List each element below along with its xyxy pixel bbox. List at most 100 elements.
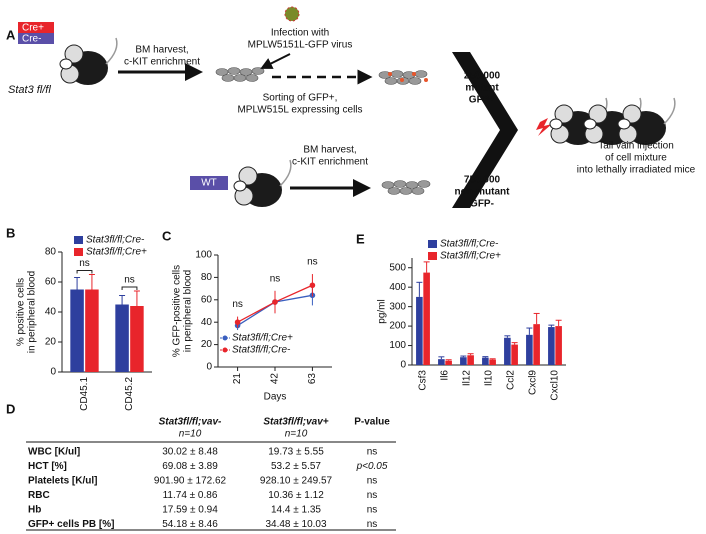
point [309, 282, 316, 289]
merge-chevron [452, 52, 518, 208]
bar [511, 344, 518, 365]
bar [115, 304, 129, 372]
y-axis-label: in peripheral blood [183, 270, 194, 352]
x-tick-label: CD45.2 [124, 377, 135, 411]
y-axis-label: % positive cells [16, 278, 27, 346]
virus-icon [284, 6, 300, 22]
table-cell: 19.73 ± 5.55 [268, 447, 324, 458]
injection-icon [536, 118, 552, 136]
table-cell: 53.2 ± 5.57 [271, 461, 321, 472]
table-cell: 11.74 ± 0.86 [163, 490, 218, 501]
y-tick-label: 0 [400, 360, 406, 371]
step-text: c-KIT enrichment [124, 57, 200, 68]
mutant-text: GFP+ [469, 95, 496, 106]
table-cell: p<0.05 [356, 461, 388, 472]
table-cell: 54.18 ± 8.46 [162, 519, 218, 530]
y-axis-label: in peripheral blood [27, 271, 38, 353]
cells-icon [378, 70, 428, 85]
legend-label: Stat3fl/fl;Cre- [232, 345, 291, 356]
bar [460, 357, 467, 365]
bar [548, 327, 555, 365]
bar [526, 334, 533, 365]
table-cell: RBC [28, 490, 50, 501]
y-tick-label: 20 [45, 337, 57, 348]
x-tick-label: Il6 [440, 370, 451, 381]
cre-plus: Cre+ [22, 23, 44, 34]
y-tick-label: 20 [201, 339, 213, 350]
nonmutant-text: GFP- [470, 199, 494, 210]
y-tick-label: 80 [45, 247, 57, 258]
step-text: BM harvest, [135, 45, 188, 56]
table-header: Stat3fl/fl;vav- [159, 417, 222, 428]
table-cell: ns [367, 476, 378, 487]
legend-marker [222, 335, 228, 341]
bar [70, 289, 84, 372]
y-tick-label: 40 [45, 307, 57, 318]
arrow [260, 53, 291, 69]
bar [85, 289, 99, 372]
mutant-text: 250.000 [464, 71, 501, 82]
x-tick-label: Cxcl10 [550, 370, 561, 401]
legend-label: Stat3fl/fl;Cre- [86, 235, 145, 246]
annotation: ns [79, 258, 90, 269]
panel-label: E [356, 231, 365, 246]
x-tick-label: 63 [307, 373, 318, 385]
legend-swatch [74, 236, 83, 244]
panel-label: B [6, 225, 15, 240]
cells-icon [381, 180, 431, 195]
y-tick-label: 100 [389, 340, 406, 351]
x-tick-label: 21 [232, 373, 243, 385]
bar [482, 357, 489, 365]
genotype: Stat3 fl/fl [8, 84, 51, 96]
x-tick-label: CD45.1 [79, 377, 90, 411]
panel-label: D [6, 401, 15, 416]
panel-label: C [162, 228, 172, 243]
point [272, 299, 278, 305]
infection-text: Infection with [271, 28, 329, 39]
table-cell: 30.02 ± 8.48 [162, 447, 218, 458]
injection-text: Tail vain injection [598, 141, 674, 152]
y-axis-label: pg/ml [377, 299, 388, 323]
y-tick-label: 80 [201, 272, 213, 283]
annotation: ns [270, 273, 281, 284]
panel-label: A [6, 27, 16, 42]
mouse-icon [617, 97, 676, 146]
x-tick-label: Cxcl9 [528, 370, 539, 395]
x-tick-label: Il10 [484, 370, 495, 387]
panel-a: A Cre+ Cre- Stat3 fl/fl BM harvest, c-KI… [6, 6, 696, 210]
table-header: Stat3fl/fl;vav+ [263, 417, 328, 428]
injection-text: of cell mixture [605, 153, 667, 164]
bar [489, 359, 496, 365]
table-cell: ns [367, 447, 378, 458]
y-axis-label: % GFP-positive cells [172, 265, 183, 357]
table-cell: 928.10 ± 249.57 [260, 476, 333, 487]
bar [504, 337, 511, 365]
bar [467, 355, 474, 365]
legend-swatch [428, 240, 437, 248]
legend-label: Stat3fl/fl;Cre- [440, 239, 499, 250]
mouse-icon [233, 159, 292, 208]
table-cell: HCT [%] [28, 461, 67, 472]
table-header: P-value [354, 417, 390, 428]
table-cell: ns [367, 519, 378, 530]
cre-minus-box [18, 33, 54, 44]
wt-label: WT [201, 178, 217, 189]
bar [555, 326, 562, 365]
table-header: n=10 [285, 429, 308, 440]
table-cell: ns [367, 490, 378, 501]
table-cell: 14.4 ± 1.35 [271, 505, 321, 516]
x-tick-label: Il12 [462, 370, 473, 387]
cre-minus: Cre- [22, 34, 41, 45]
wt-box [190, 176, 228, 190]
y-tick-label: 500 [389, 262, 406, 273]
table-cell: ns [367, 505, 378, 516]
table-cell: 901.90 ± 172.62 [154, 476, 227, 487]
y-tick-label: 60 [201, 294, 213, 305]
sorting-text: MPLW515L expressing cells [237, 105, 362, 116]
significance-bracket [76, 270, 93, 274]
table-header: n=10 [179, 429, 202, 440]
x-tick-label: Ccl2 [506, 370, 517, 390]
table-cell: 10.36 ± 1.12 [268, 490, 324, 501]
panel-d: D Stat3fl/fl;vav- n=10 Stat3fl/fl;vav+ n… [6, 401, 396, 531]
annotation: ns [307, 257, 318, 268]
